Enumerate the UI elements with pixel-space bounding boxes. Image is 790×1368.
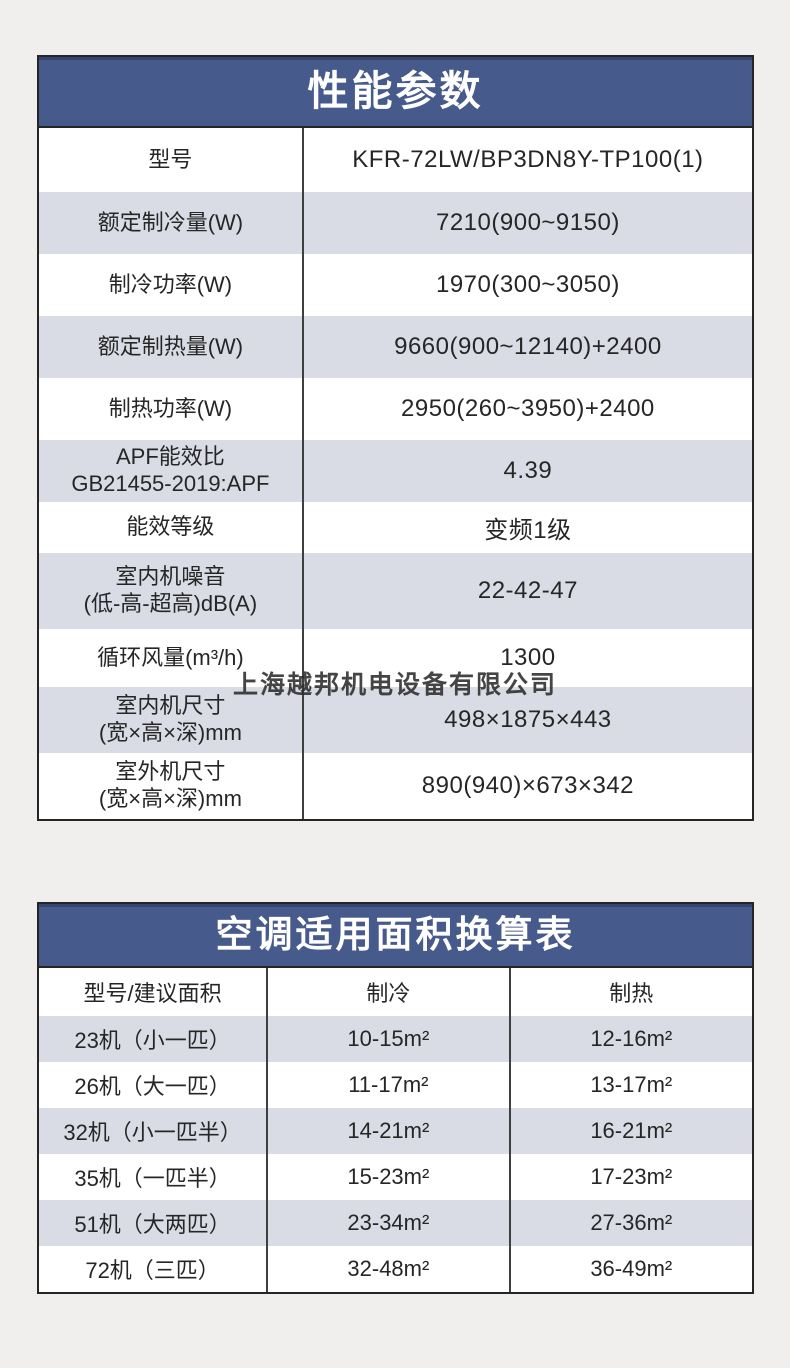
spec-label: 额定制冷量(W) (97, 209, 244, 235)
area-model: 51机（大两匹） (74, 1212, 231, 1237)
area-model: 26机（大一匹） (74, 1074, 231, 1099)
table-row: 32机（小一匹半） 14-21m² 16-21m² (39, 1108, 752, 1154)
spec-value: 1300 (301, 629, 752, 687)
area-table: 型号/建议面积 制冷 制热 23机（小一匹） 10-15m² 12-16m² 2… (39, 968, 752, 1292)
spec-value: 22-42-47 (301, 553, 752, 629)
spec-value: 2950(260~3950)+2400 (301, 378, 752, 440)
spec-label: 循环风量(m³/h) (97, 644, 244, 670)
spec-value: 498×1875×443 (301, 687, 752, 753)
spec-table-panel: 性能参数 型号 KFR-72LW/BP3DN8Y-TP100(1) 额定制冷量(… (37, 55, 754, 821)
area-table-panel: 空调适用面积换算表 型号/建议面积 制冷 制热 23机（小一匹） 10-15m²… (37, 902, 754, 1294)
table-row: 72机（三匹） 32-48m² 36-49m² (39, 1246, 752, 1292)
table-row: 制热功率(W) 2950(260~3950)+2400 (39, 378, 752, 440)
spec-value: 890(940)×673×342 (301, 753, 752, 819)
table-row: 室外机尺寸 (宽×高×深)mm 890(940)×673×342 (39, 753, 752, 819)
area-heating: 13-17m² (508, 1062, 752, 1108)
area-cooling: 10-15m² (266, 1016, 510, 1062)
table-row: 型号 KFR-72LW/BP3DN8Y-TP100(1) (39, 128, 752, 192)
spec-label: 能效等级 (126, 514, 215, 540)
spec-label: 制热功率(W) (108, 395, 233, 421)
column-header-heating: 制热 (508, 968, 752, 1016)
spec-label: 室内机噪音 (低-高-超高)dB(A) (83, 564, 258, 616)
spec-label: 型号 (148, 146, 193, 172)
area-heating: 36-49m² (508, 1246, 752, 1292)
area-model: 72机（三匹） (85, 1258, 220, 1283)
area-cooling: 14-21m² (266, 1108, 510, 1154)
spec-value: 9660(900~12140)+2400 (301, 316, 752, 378)
spec-value: 变频1级 (301, 502, 752, 553)
column-header-model: 型号/建议面积 (39, 968, 268, 1016)
area-heating: 12-16m² (508, 1016, 752, 1062)
spec-table: 型号 KFR-72LW/BP3DN8Y-TP100(1) 额定制冷量(W) 72… (39, 128, 752, 819)
table-row: 35机（一匹半） 15-23m² 17-23m² (39, 1154, 752, 1200)
spec-value: KFR-72LW/BP3DN8Y-TP100(1) (301, 128, 752, 192)
spec-label: 室外机尺寸 (宽×高×深)mm (98, 759, 242, 811)
table-row: APF能效比 GB21455-2019:APF 4.39 (39, 440, 752, 502)
area-cooling: 23-34m² (266, 1200, 510, 1246)
spec-value: 1970(300~3050) (301, 254, 752, 316)
table-row: 23机（小一匹） 10-15m² 12-16m² (39, 1016, 752, 1062)
table-header-row: 型号/建议面积 制冷 制热 (39, 968, 752, 1016)
spec-value: 4.39 (301, 440, 752, 502)
table-row: 26机（大一匹） 11-17m² 13-17m² (39, 1062, 752, 1108)
spec-label: 额定制热量(W) (97, 333, 244, 359)
area-model: 23机（小一匹） (74, 1028, 231, 1053)
table-row: 制冷功率(W) 1970(300~3050) (39, 254, 752, 316)
area-heating: 16-21m² (508, 1108, 752, 1154)
area-cooling: 11-17m² (266, 1062, 510, 1108)
area-table-title: 空调适用面积换算表 (39, 904, 752, 968)
area-heating: 27-36m² (508, 1200, 752, 1246)
column-header-cooling: 制冷 (266, 968, 510, 1016)
table-row: 循环风量(m³/h) 1300 (39, 629, 752, 687)
spec-label: APF能效比 GB21455-2019:APF (71, 444, 270, 496)
spec-value: 7210(900~9150) (301, 192, 752, 254)
spec-label: 制冷功率(W) (108, 271, 233, 297)
table-row: 额定制冷量(W) 7210(900~9150) (39, 192, 752, 254)
table-row: 额定制热量(W) 9660(900~12140)+2400 (39, 316, 752, 378)
table-row: 室内机尺寸 (宽×高×深)mm 498×1875×443 (39, 687, 752, 753)
table-row: 室内机噪音 (低-高-超高)dB(A) 22-42-47 (39, 553, 752, 629)
area-model: 35机（一匹半） (74, 1166, 231, 1191)
spec-label: 室内机尺寸 (宽×高×深)mm (98, 693, 242, 745)
table-row: 能效等级 变频1级 (39, 502, 752, 553)
spec-table-title: 性能参数 (39, 57, 752, 128)
area-cooling: 32-48m² (266, 1246, 510, 1292)
table-row: 51机（大两匹） 23-34m² 27-36m² (39, 1200, 752, 1246)
area-heating: 17-23m² (508, 1154, 752, 1200)
area-cooling: 15-23m² (266, 1154, 510, 1200)
area-model: 32机（小一匹半） (63, 1120, 242, 1145)
